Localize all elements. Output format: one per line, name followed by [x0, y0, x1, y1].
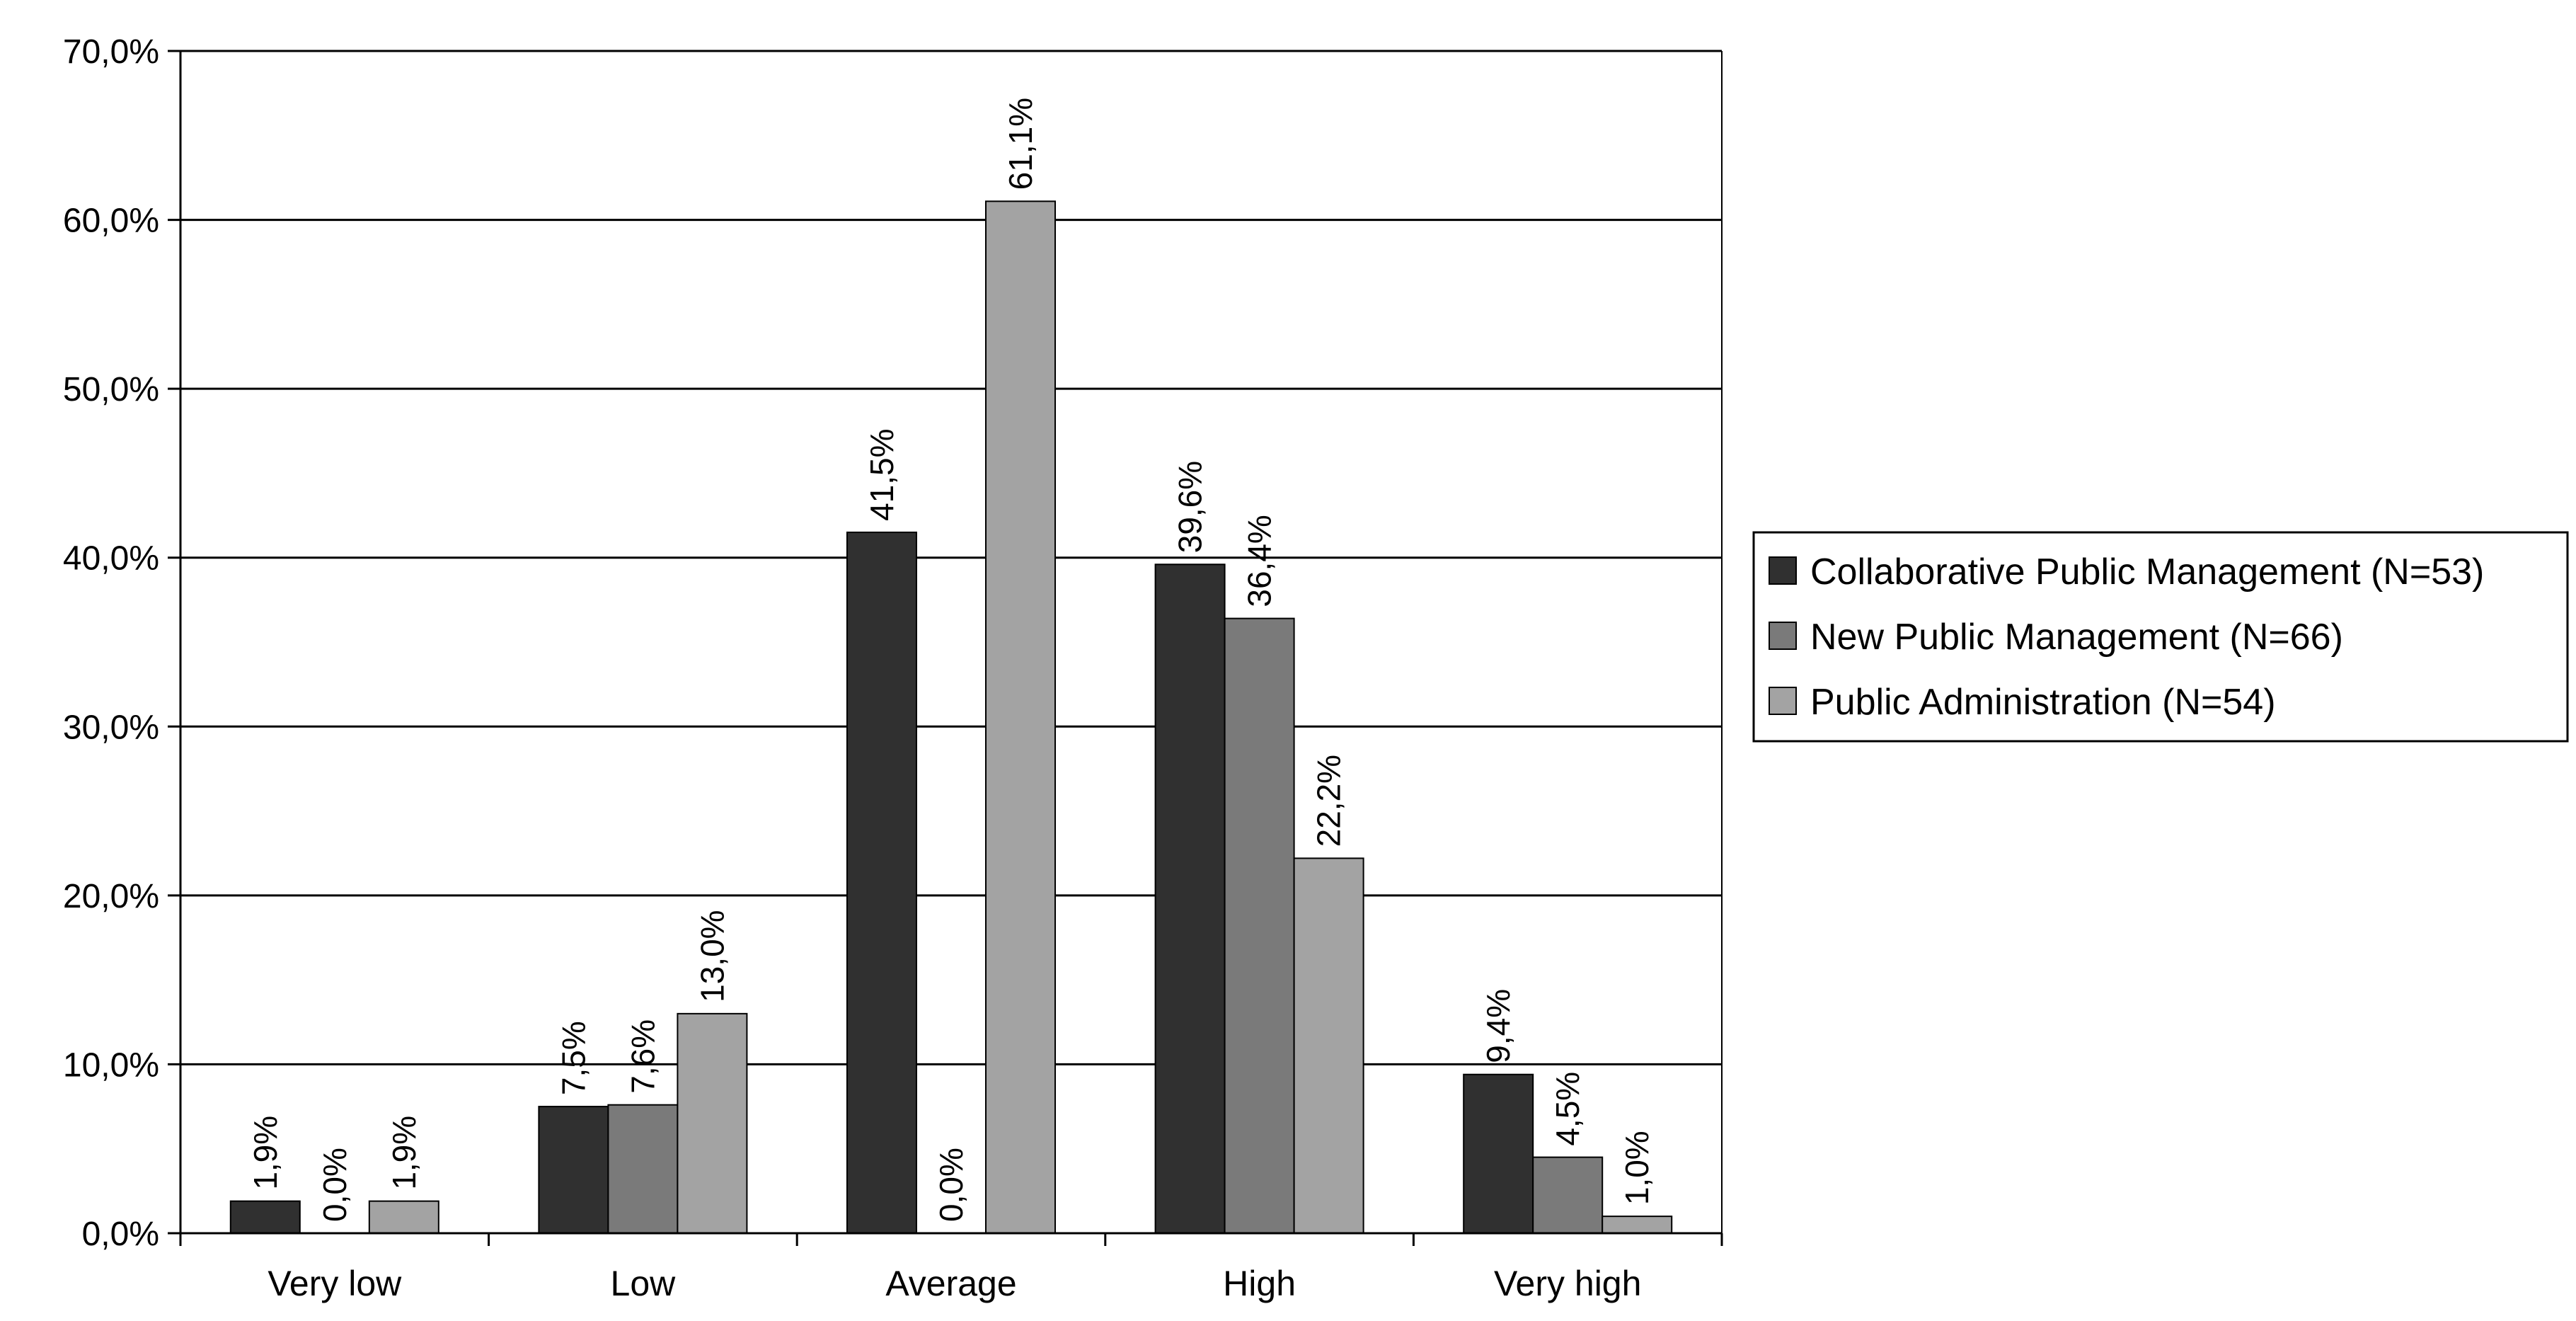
x-category-label: Low: [611, 1264, 677, 1303]
legend-swatch: [1769, 556, 1797, 585]
y-tick-label: 30,0%: [63, 709, 159, 746]
bar: [1154, 564, 1226, 1234]
bar: [846, 531, 917, 1234]
y-tick-label: 60,0%: [63, 202, 159, 240]
data-label: 1,9%: [386, 1116, 422, 1190]
y-tick-labels: 0,0% 10,0% 20,0% 30,0% 40,0% 50,0% 60,0% 70,0%: [63, 33, 159, 1253]
y-tick-label: 50,0%: [63, 371, 159, 408]
legend-swatch: [1769, 622, 1797, 650]
bar: [677, 1012, 748, 1235]
legend: Collaborative Public Management (N=53) Ne…: [1752, 531, 2569, 743]
bar: [607, 1104, 679, 1234]
bar: [1602, 1216, 1673, 1234]
y-tick-label: 20,0%: [63, 878, 159, 915]
data-label: 13,0%: [694, 910, 730, 1002]
y-tick-label: 10,0%: [63, 1046, 159, 1084]
x-category-label: Very low: [268, 1264, 402, 1303]
bar: [1293, 857, 1364, 1235]
data-label: 36,4%: [1241, 515, 1278, 607]
x-category-label: High: [1223, 1264, 1296, 1303]
data-label: 4,5%: [1549, 1072, 1586, 1146]
data-label: 61,1%: [1002, 98, 1039, 190]
data-label: 1,0%: [1618, 1131, 1655, 1205]
data-label: 1,9%: [247, 1116, 284, 1190]
bar: [1463, 1073, 1534, 1234]
legend-label: Collaborative Public Management (N=53): [1810, 551, 2484, 593]
bar: [1224, 617, 1295, 1234]
y-tick-label: 70,0%: [63, 33, 159, 71]
data-label: 22,2%: [1311, 755, 1347, 847]
data-label: 7,5%: [555, 1021, 592, 1095]
bar: [1532, 1156, 1604, 1234]
y-tick-label: 0,0%: [82, 1216, 159, 1253]
bars: [229, 200, 1673, 1235]
data-label: 0,0%: [933, 1148, 970, 1222]
data-label: 7,6%: [624, 1019, 661, 1094]
y-tick-label: 40,0%: [63, 540, 159, 578]
data-label: 9,4%: [1480, 989, 1517, 1063]
legend-label: Public Administration (N=54): [1810, 682, 2276, 723]
data-label: 39,6%: [1172, 461, 1209, 553]
x-category-labels: Very low Low Average High Very high: [268, 1264, 1641, 1303]
legend-swatch: [1769, 687, 1797, 715]
bar: [985, 200, 1057, 1234]
gridlines: [180, 50, 1722, 1065]
x-category-label: Average: [885, 1264, 1016, 1303]
data-label: 41,5%: [863, 428, 900, 520]
bar: [229, 1200, 301, 1234]
bar: [538, 1106, 609, 1234]
legend-box: [1752, 531, 2569, 743]
data-label: 0,0%: [316, 1148, 353, 1222]
legend-label: New Public Management (N=66): [1810, 617, 2343, 658]
axes: [168, 50, 1723, 1246]
x-category-label: Very high: [1494, 1264, 1641, 1303]
bar: [368, 1200, 439, 1234]
data-labels: 1,9% 0,0% 1,9% 7,5% 7,6% 13,0% 41,5% 0,0% 61,1% 3…: [247, 98, 1655, 1222]
